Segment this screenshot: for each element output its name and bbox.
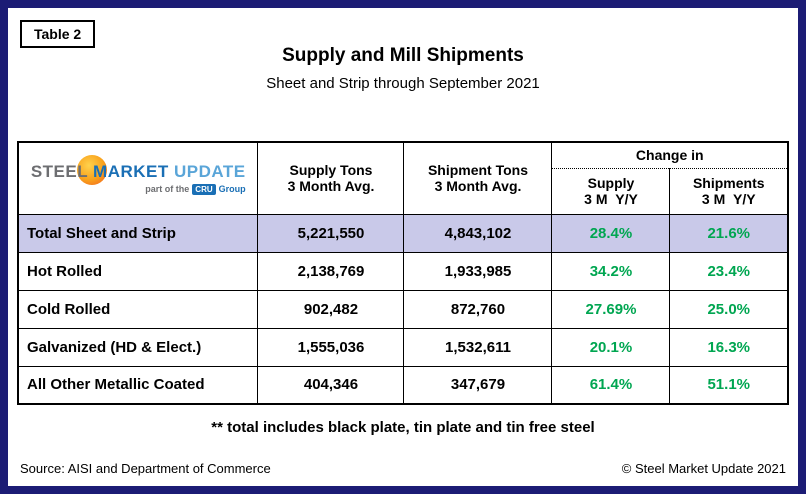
supply-change-value: 34.2% — [551, 251, 671, 291]
supply-shipments-table: STEEL MARKET UPDATE part of the CRU Grou… — [16, 141, 789, 405]
cru-badge: CRU — [192, 183, 216, 195]
supply-tons-value: 902,482 — [257, 289, 405, 329]
shipments-change-value: 23.4% — [669, 251, 789, 291]
shipment-tons-value: 872,760 — [403, 289, 553, 329]
shipments-change-value: 21.6% — [669, 213, 789, 253]
row-label: All Other Metallic Coated — [17, 365, 259, 405]
shipment-tons-value: 4,843,102 — [403, 213, 553, 253]
table-row: Galvanized (HD & Elect.) 1,555,036 1,532… — [17, 327, 789, 367]
table-number-label: Table 2 — [20, 20, 96, 48]
col-header-shipment-tons: Shipment Tons 3 Month Avg. — [403, 141, 553, 215]
copyright-notice: © Steel Market Update 2021 — [621, 461, 786, 476]
supply-change-value: 20.1% — [551, 327, 671, 367]
supply-change-value: 28.4% — [551, 213, 671, 253]
shipments-change-value: 51.1% — [669, 365, 789, 405]
logo-cell: STEEL MARKET UPDATE part of the CRU Grou… — [17, 141, 259, 215]
supply-change-value: 27.69% — [551, 289, 671, 329]
col-header-change-supply: Supply 3 M Y/Y — [551, 167, 671, 215]
logo-word-update: UPDATE — [174, 161, 246, 181]
supply-change-value: 61.4% — [551, 365, 671, 405]
supply-tons-value: 404,346 — [257, 365, 405, 405]
bottom-row: Source: AISI and Department of Commerce … — [20, 461, 786, 476]
page-subtitle: Sheet and Strip through September 2021 — [266, 75, 540, 92]
logo-word-steel: STEEL — [30, 161, 88, 181]
shipment-tons-value: 1,532,611 — [403, 327, 553, 367]
logo-tagline-prefix: part of the — [145, 184, 190, 195]
shipment-tons-value: 1,933,985 — [403, 251, 553, 291]
report-inner: Table 2 Supply and Mill Shipments Sheet … — [8, 8, 798, 486]
logo-tagline: part of the CRU Group — [31, 183, 246, 195]
row-label: Galvanized (HD & Elect.) — [17, 327, 259, 367]
source-attribution: Source: AISI and Department of Commerce — [20, 461, 271, 476]
table-row: Cold Rolled 902,482 872,760 27.69% 25.0% — [17, 289, 789, 329]
page-title: Supply and Mill Shipments — [282, 45, 524, 66]
shipments-change-value: 25.0% — [669, 289, 789, 329]
supply-tons-value: 1,555,036 — [257, 327, 405, 367]
logo-tagline-group: Group — [218, 184, 246, 195]
col-header-change-shipments: Shipments 3 M Y/Y — [669, 167, 789, 215]
smu-logo-wordmark: STEEL MARKET UPDATE — [30, 154, 246, 185]
table-row: Total Sheet and Strip 5,221,550 4,843,10… — [17, 213, 789, 253]
table-row: All Other Metallic Coated 404,346 347,67… — [17, 365, 789, 405]
row-label: Hot Rolled — [17, 251, 259, 291]
logo-word-market: MARKET — [93, 161, 169, 181]
sun-icon — [76, 154, 107, 185]
shipments-change-value: 16.3% — [669, 327, 789, 367]
shipment-tons-value: 347,679 — [403, 365, 553, 405]
row-label: Cold Rolled — [17, 289, 259, 329]
row-label: Total Sheet and Strip — [17, 213, 259, 253]
supply-tons-value: 5,221,550 — [257, 213, 405, 253]
smu-logo: STEEL MARKET UPDATE part of the CRU Grou… — [30, 154, 246, 195]
col-header-supply-tons: Supply Tons 3 Month Avg. — [257, 141, 405, 215]
table-row: Hot Rolled 2,138,769 1,933,985 34.2% 23.… — [17, 251, 789, 291]
supply-tons-value: 2,138,769 — [257, 251, 405, 291]
footnote: ** total includes black plate, tin plate… — [211, 419, 595, 436]
col-header-change-in: Change in — [551, 141, 789, 169]
